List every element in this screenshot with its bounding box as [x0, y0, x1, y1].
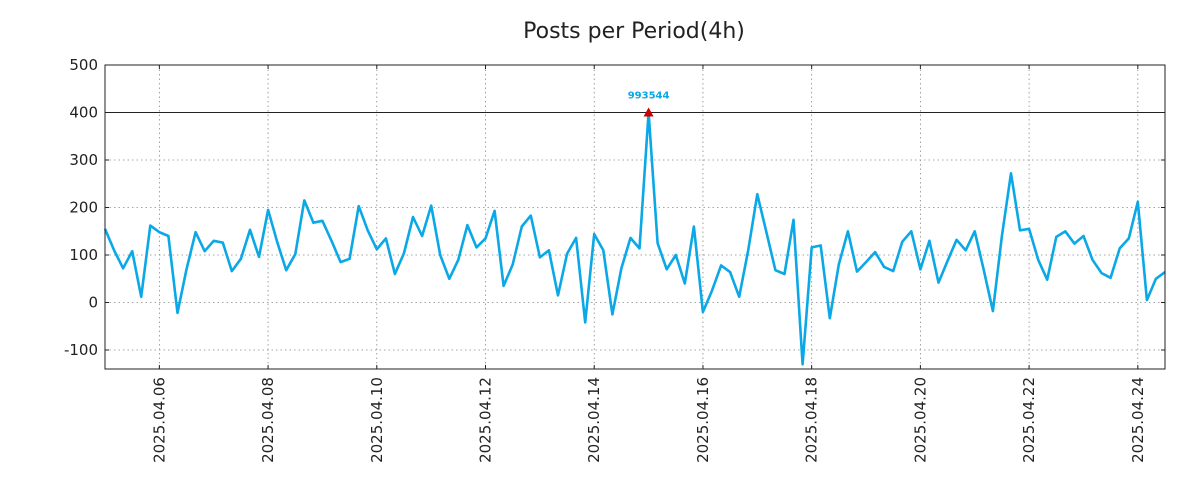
y-tick-label: 0 — [88, 294, 98, 312]
x-tick-label: 2025.04.06 — [150, 377, 168, 463]
y-axis: -100 0 100 200 300 400 500 — [64, 56, 1165, 359]
y-tick-label: 100 — [69, 246, 98, 264]
x-tick-label: 2025.04.18 — [803, 377, 821, 463]
x-tick-label: 2025.04.24 — [1129, 377, 1147, 463]
peak-marker — [643, 107, 654, 117]
grid — [105, 65, 1165, 369]
series-line — [103, 111, 1166, 366]
series — [103, 111, 1166, 366]
x-tick-label: 2025.04.20 — [911, 377, 929, 463]
x-axis: 2025.04.06 2025.04.08 2025.04.10 2025.04.12… — [150, 65, 1147, 463]
y-tick-label: 500 — [69, 56, 98, 74]
x-tick-label: 2025.04.16 — [694, 377, 712, 463]
y-tick-label: 200 — [69, 199, 98, 217]
annotation: 993544 — [628, 91, 670, 117]
x-tick-label: 2025.04.10 — [368, 377, 386, 463]
y-tick-label: 300 — [69, 151, 98, 169]
plot-frame — [104, 64, 1166, 370]
x-tick-label: 2025.04.08 — [259, 377, 277, 463]
x-tick-label: 2025.04.14 — [585, 377, 603, 463]
x-tick-label: 2025.04.22 — [1020, 377, 1038, 463]
x-tick-label: 2025.04.12 — [477, 377, 495, 463]
peak-label: 993544 — [628, 91, 670, 102]
y-tick-label: -100 — [64, 341, 98, 359]
y-tick-label: 400 — [69, 104, 98, 122]
chart-title: Posts per Period(4h) — [523, 19, 745, 44]
